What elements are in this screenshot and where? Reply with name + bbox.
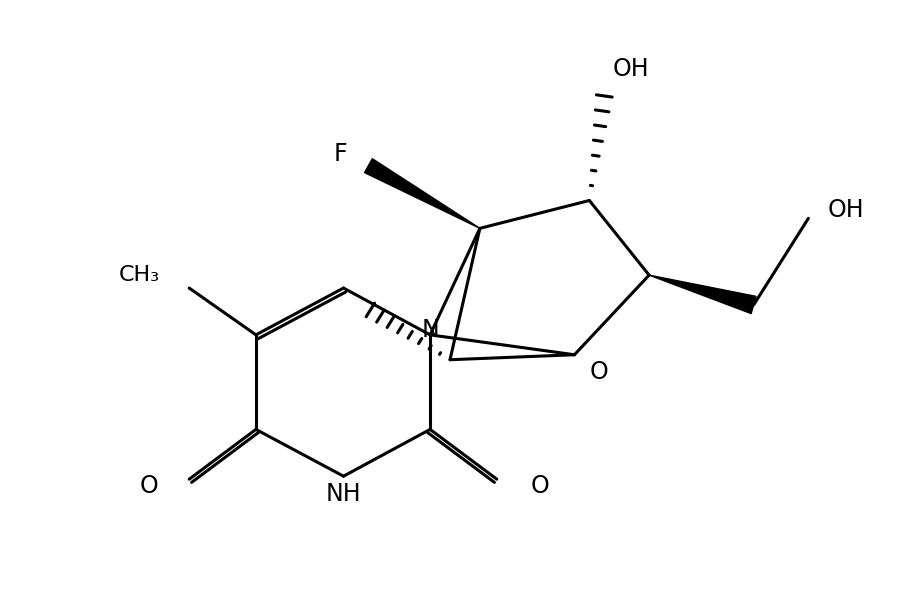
Text: N: N [421,318,439,342]
Polygon shape [649,275,756,314]
Text: F: F [334,141,348,166]
Text: O: O [530,474,549,498]
Text: OH: OH [613,57,649,81]
Polygon shape [364,159,480,228]
Text: OH: OH [828,199,864,222]
Text: O: O [590,359,608,383]
Text: NH: NH [326,482,361,506]
Text: CH₃: CH₃ [119,265,160,285]
Text: O: O [140,474,159,498]
